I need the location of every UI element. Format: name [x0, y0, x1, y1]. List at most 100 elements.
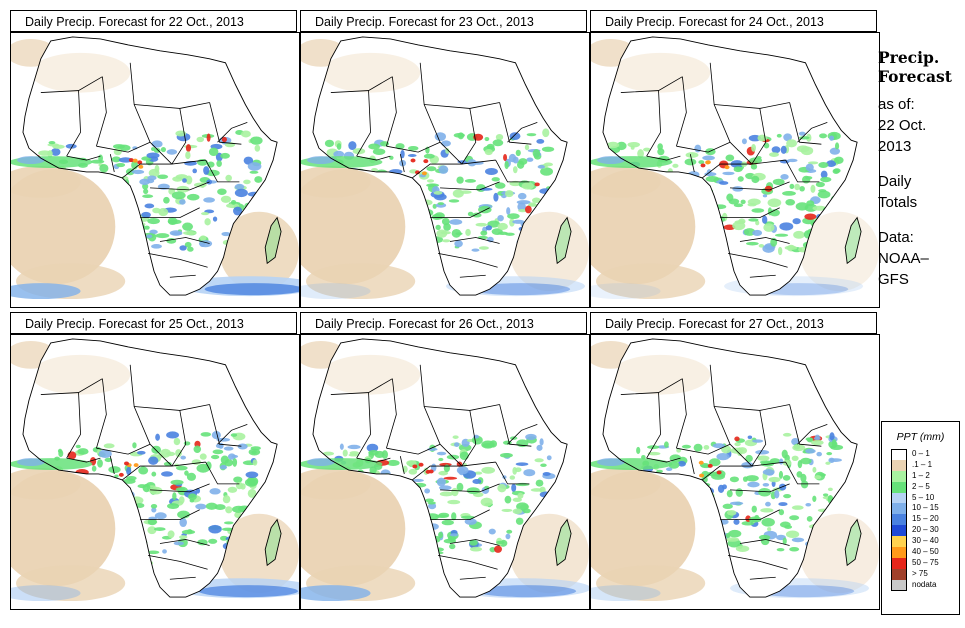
rain-cell	[197, 539, 208, 546]
rain-cell	[147, 217, 160, 225]
rain-cell	[700, 485, 708, 489]
rain-cell	[751, 208, 765, 213]
itcz-band	[307, 458, 335, 467]
country-border	[437, 555, 498, 570]
as-of-label: as of:	[878, 96, 915, 113]
rain-cell	[532, 149, 541, 158]
rain-cell	[227, 486, 238, 493]
rain-cell	[142, 194, 154, 198]
rain-cell	[415, 528, 423, 533]
rain-cell	[153, 147, 161, 153]
rain-cell	[75, 444, 81, 449]
country-border	[751, 108, 767, 165]
rain-cell	[834, 156, 844, 164]
rain-cell	[728, 529, 742, 538]
rain-cell	[465, 228, 471, 237]
rain-cell	[183, 441, 191, 446]
legend-label: 0 – 1	[912, 449, 930, 458]
rain-cell	[745, 475, 759, 482]
country-border	[459, 576, 486, 580]
frontal-rain-band	[301, 585, 371, 602]
rain-cell	[505, 232, 515, 236]
rain-cell	[539, 438, 544, 446]
dry-land-patch	[30, 52, 131, 93]
rain-cell	[506, 529, 513, 534]
rain-cell	[434, 212, 445, 220]
rain-cell	[146, 152, 160, 159]
dry-ocean-patch	[301, 166, 371, 198]
rain-cell	[672, 163, 679, 168]
rain-cell	[449, 533, 459, 537]
rain-cell	[151, 471, 157, 477]
rain-cell	[769, 152, 779, 157]
rain-cell	[794, 183, 801, 191]
rain-cell	[777, 246, 783, 256]
legend-label: 40 – 50	[912, 547, 939, 557]
rain-cell	[534, 458, 544, 463]
rain-cell	[778, 509, 785, 516]
heavy-rain-core	[124, 461, 129, 466]
rain-cell	[248, 448, 261, 456]
rain-cell	[685, 152, 699, 158]
rain-cell	[400, 149, 405, 159]
country-border	[356, 90, 371, 157]
rain-cell	[676, 448, 681, 453]
rain-cell	[656, 469, 663, 473]
rain-cell	[111, 495, 121, 505]
rain-cell	[208, 524, 222, 534]
panel-title: Daily Precip. Forecast for 23 Oct., 2013	[300, 10, 587, 32]
country-border	[66, 457, 101, 463]
rain-cell	[243, 156, 254, 165]
rain-cell	[709, 226, 716, 231]
rain-cell	[537, 164, 545, 169]
rain-cell	[696, 204, 709, 214]
rain-cell	[710, 217, 718, 222]
legend-swatch	[891, 449, 907, 460]
country-border	[159, 539, 210, 546]
country-border	[729, 443, 786, 467]
coastline	[22, 338, 278, 598]
country-border	[109, 154, 115, 173]
rain-cell	[347, 444, 361, 450]
rain-cell	[750, 163, 758, 170]
rain-cell	[524, 144, 530, 151]
country-border	[461, 410, 477, 467]
rain-cell	[448, 199, 460, 203]
legend-swatch	[891, 470, 907, 482]
legend-swatch	[891, 547, 907, 558]
country-border	[430, 509, 490, 521]
country-border	[440, 181, 500, 191]
rain-cell	[131, 169, 145, 175]
rain-cell	[679, 483, 687, 488]
rain-cell	[208, 147, 219, 157]
rain-cell	[203, 197, 215, 203]
rain-cell	[233, 476, 243, 483]
dry-land-patch	[320, 354, 421, 395]
country-border	[730, 483, 790, 493]
rain-cell	[789, 183, 795, 190]
rain-cell	[768, 476, 781, 483]
rain-cell	[763, 223, 775, 232]
country-border	[140, 509, 200, 521]
forecast-panel-oct25: Daily Precip. Forecast for 25 Oct., 2013	[10, 312, 300, 610]
rain-cell	[215, 443, 223, 449]
rain-cell	[702, 155, 715, 161]
rain-cell	[127, 521, 139, 529]
rain-cell	[725, 532, 731, 539]
rain-cell	[741, 138, 747, 145]
rain-cell	[129, 496, 144, 505]
legend-item: 30 – 40	[882, 536, 959, 548]
rain-cell	[741, 521, 755, 526]
rain-cell	[782, 459, 792, 466]
rain-cell	[822, 493, 829, 497]
rain-cell	[755, 220, 760, 226]
rain-cell	[163, 196, 170, 204]
rain-cell	[216, 160, 222, 168]
rain-cell	[436, 477, 446, 487]
legend-label: > 75	[912, 568, 928, 578]
legend-label: 15 – 20	[912, 514, 939, 524]
rain-cell	[540, 463, 547, 468]
rain-cell	[706, 253, 717, 261]
heavy-rain-core	[425, 469, 431, 474]
itcz-band	[597, 458, 625, 467]
